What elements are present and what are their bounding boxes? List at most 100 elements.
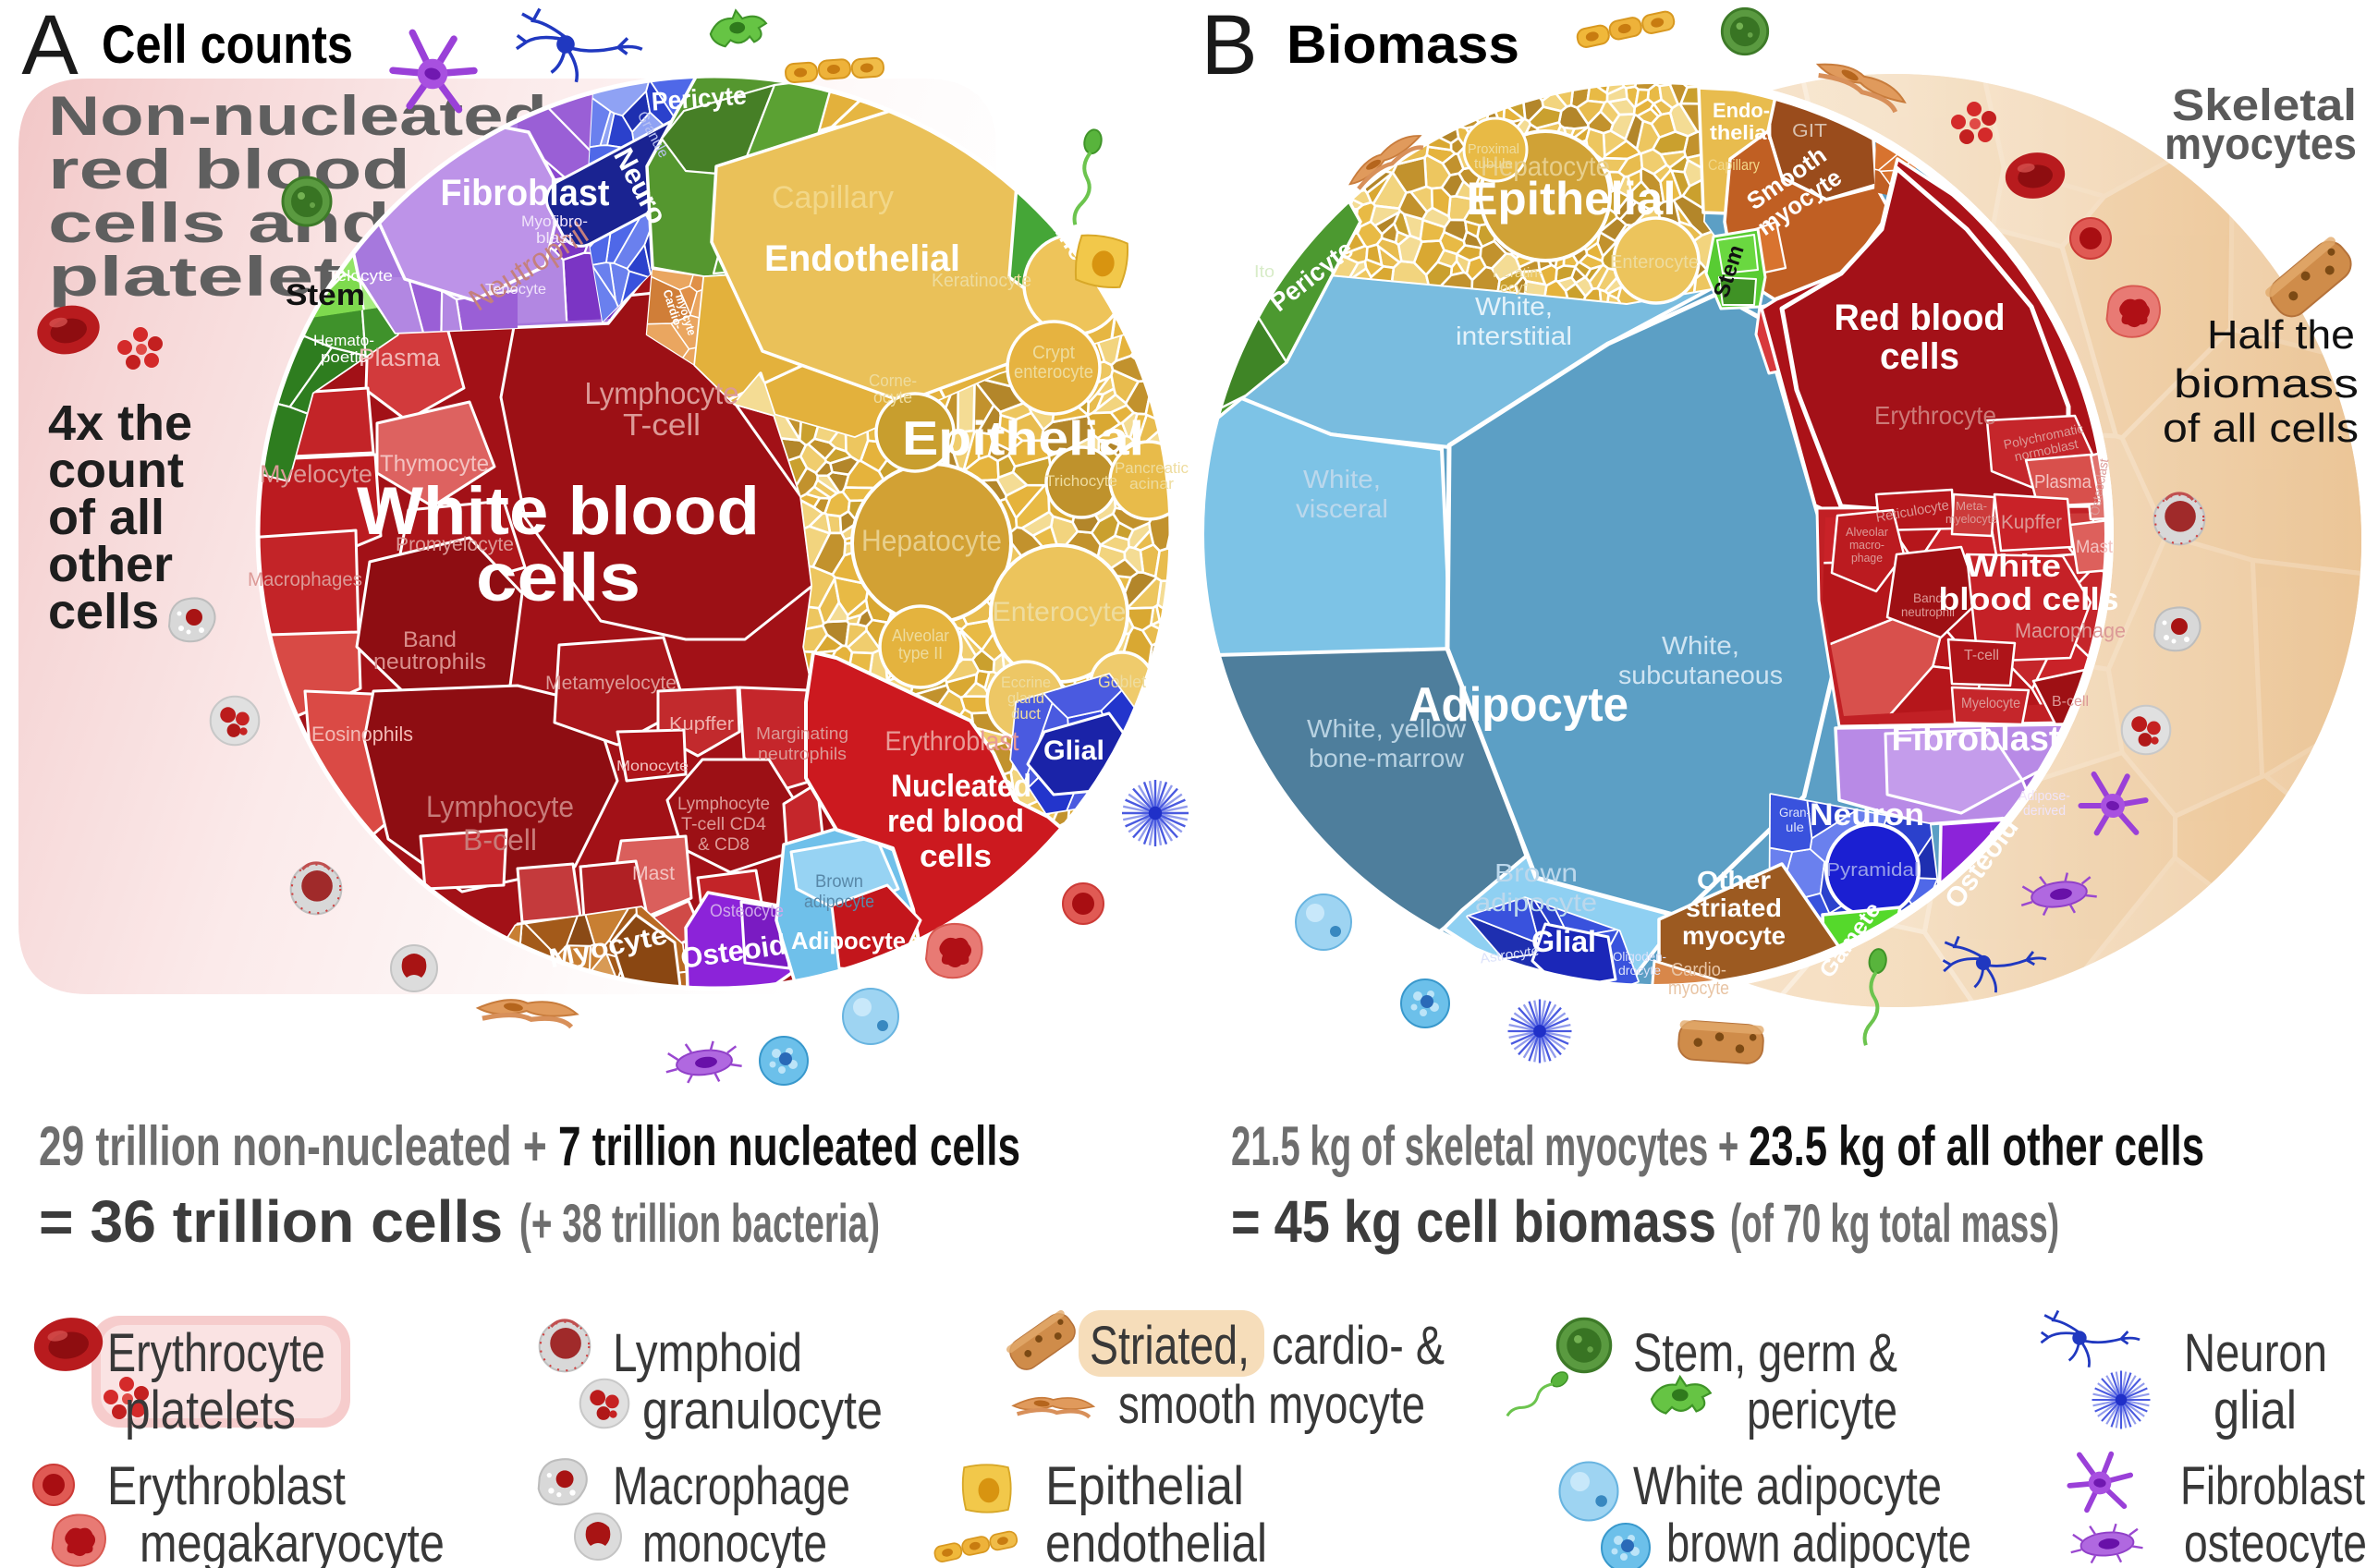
- svg-text:ule: ule: [1786, 820, 1804, 834]
- svg-text:White,: White,: [1475, 292, 1553, 321]
- svg-text:ocyte: ocyte: [873, 388, 912, 407]
- svg-text:Plasma: Plasma: [2034, 472, 2092, 492]
- svg-text:derived: derived: [2023, 803, 2066, 819]
- svg-text:Alveolar: Alveolar: [892, 626, 949, 645]
- svg-text:Eccrine: Eccrine: [1001, 674, 1051, 691]
- svg-text:myocyte: myocyte: [1668, 978, 1729, 999]
- svg-text:Mast: Mast: [2076, 538, 2114, 557]
- svg-text:Myelocyte: Myelocyte: [1961, 696, 2020, 711]
- svg-text:phage: phage: [1851, 551, 1883, 565]
- svg-text:interstitial: interstitial: [1456, 322, 1572, 350]
- svg-text:Epithelial: Epithelial: [1467, 173, 1677, 225]
- svg-text:striated: striated: [1686, 893, 1782, 922]
- svg-text:thelial: thelial: [1710, 121, 1773, 144]
- svg-text:platelets: platelets: [125, 1380, 296, 1440]
- svg-text:neutrophil: neutrophil: [1901, 604, 1955, 619]
- svg-text:Endothelial: Endothelial: [764, 238, 960, 279]
- svg-text:Adipocyte: Adipocyte: [1409, 678, 1628, 732]
- svg-text:Macrophage: Macrophage: [2015, 619, 2126, 642]
- svg-text:Non-nucleated: Non-nucleated: [48, 85, 547, 147]
- svg-text:GIT: GIT: [1792, 121, 1827, 141]
- svg-text:White,: White,: [1662, 631, 1739, 660]
- svg-text:Enterocyte: Enterocyte: [1610, 252, 1699, 273]
- svg-text:Skeletal: Skeletal: [2172, 81, 2357, 130]
- svg-text:Red blood: Red blood: [1835, 298, 2006, 338]
- svg-text:cells: cells: [920, 839, 992, 874]
- svg-text:myocyte: myocyte: [1682, 921, 1786, 950]
- svg-text:Plasma: Plasma: [359, 344, 441, 371]
- svg-text:Hepatocyte: Hepatocyte: [1481, 152, 1610, 182]
- svg-text:& CD8: & CD8: [698, 835, 750, 855]
- svg-text:subcutaneous: subcutaneous: [1618, 661, 1783, 689]
- svg-text:Erythroblast: Erythroblast: [107, 1456, 346, 1516]
- svg-text:poetic: poetic: [321, 348, 368, 366]
- svg-text:cells: cells: [48, 584, 159, 639]
- svg-text:Marginating: Marginating: [756, 724, 848, 743]
- svg-text:Gran-: Gran-: [1779, 805, 1811, 820]
- svg-text:Hepatocyte: Hepatocyte: [861, 524, 1002, 557]
- svg-text:adipocyte: adipocyte: [804, 893, 874, 912]
- svg-text:blast: blast: [536, 229, 573, 247]
- svg-text:Capillary: Capillary: [1708, 156, 1760, 174]
- svg-text:Biomass: Biomass: [1287, 15, 1519, 75]
- svg-text:neutrophils: neutrophils: [373, 650, 486, 675]
- svg-text:Erythroblast: Erythroblast: [885, 726, 1020, 757]
- svg-text:count: count: [48, 443, 184, 498]
- svg-text:White blood: White blood: [357, 474, 760, 549]
- svg-text:Erythrocyte: Erythrocyte: [107, 1323, 325, 1383]
- svg-text:Neuron: Neuron: [2184, 1323, 2327, 1383]
- svg-text:Half the: Half the: [2207, 312, 2355, 358]
- svg-text:Stem: Stem: [286, 278, 365, 311]
- svg-text:Adipose-: Adipose-: [2018, 788, 2070, 804]
- svg-text:Enterocyte: Enterocyte: [993, 597, 1127, 627]
- svg-text:T-cell: T-cell: [623, 407, 701, 442]
- svg-text:visceral: visceral: [1296, 494, 1388, 523]
- svg-text:21.5 kg of skeletal myocytes +: 21.5 kg of skeletal myocytes + 23.5 kg o…: [1231, 1115, 2204, 1177]
- svg-text:Eosinophils: Eosinophils: [311, 723, 413, 746]
- svg-text:Cell counts: Cell counts: [102, 15, 353, 75]
- svg-text:Lymphocyte: Lymphocyte: [426, 790, 574, 823]
- svg-text:Endo-: Endo-: [1713, 99, 1770, 122]
- svg-text:of all cells: of all cells: [2163, 406, 2359, 451]
- svg-text:duct: duct: [1011, 705, 1041, 723]
- svg-text:Other: Other: [1697, 866, 1771, 894]
- svg-text:Band: Band: [1913, 590, 1943, 605]
- svg-text:Myofibro-: Myofibro-: [521, 213, 588, 230]
- svg-text:Crypt: Crypt: [1032, 343, 1075, 363]
- svg-text:red blood: red blood: [887, 804, 1024, 839]
- svg-text:macro-: macro-: [1849, 538, 1884, 552]
- svg-text:red blood: red blood: [48, 139, 410, 201]
- svg-text:acinar: acinar: [1129, 475, 1174, 492]
- svg-text:enterocyte: enterocyte: [1014, 362, 1093, 383]
- svg-text:29 trillion non-nucleated + 7: 29 trillion non-nucleated + 7 trillion n…: [39, 1115, 1020, 1177]
- svg-text:White, yellow: White, yellow: [1307, 714, 1467, 743]
- svg-text:Cardio-: Cardio-: [1671, 960, 1726, 980]
- svg-text:monocyte: monocyte: [642, 1513, 827, 1568]
- svg-text:Proximal: Proximal: [1468, 141, 1519, 157]
- svg-text:Brown: Brown: [1494, 858, 1578, 887]
- svg-text:Telocyte: Telocyte: [328, 267, 393, 285]
- svg-text:White adipocyte: White adipocyte: [1633, 1456, 1942, 1516]
- svg-text:Glial: Glial: [1043, 735, 1104, 766]
- svg-text:cells: cells: [476, 541, 640, 615]
- svg-text:Stem, germ &: Stem, germ &: [1633, 1323, 1897, 1383]
- svg-text:Striated,: Striated,: [1090, 1316, 1250, 1376]
- svg-text:Epithelial: Epithelial: [1045, 1456, 1244, 1516]
- svg-text:adipocyte: adipocyte: [1475, 888, 1597, 917]
- svg-text:Lymphocyte: Lymphocyte: [585, 376, 739, 410]
- svg-text:Keratinocyte: Keratinocyte: [932, 271, 1031, 291]
- svg-text:Kupffer: Kupffer: [669, 714, 734, 735]
- svg-text:Corne-: Corne-: [869, 371, 917, 390]
- svg-text:smooth myocyte: smooth myocyte: [1118, 1375, 1425, 1435]
- svg-text:White: White: [1965, 549, 2061, 584]
- svg-text:cardio- &: cardio- &: [1272, 1316, 1445, 1376]
- svg-text:T-cell: T-cell: [1964, 648, 1999, 663]
- svg-text:drocyte: drocyte: [1618, 963, 1661, 978]
- svg-text:B-cell: B-cell: [2052, 694, 2089, 710]
- svg-text:megakaryocyte: megakaryocyte: [140, 1513, 445, 1568]
- svg-text:Hemato-: Hemato-: [313, 332, 374, 349]
- svg-text:granulocyte: granulocyte: [642, 1380, 883, 1440]
- svg-text:Band: Band: [403, 627, 457, 652]
- svg-text:other: other: [48, 537, 173, 592]
- svg-text:endothelial: endothelial: [1045, 1513, 1267, 1568]
